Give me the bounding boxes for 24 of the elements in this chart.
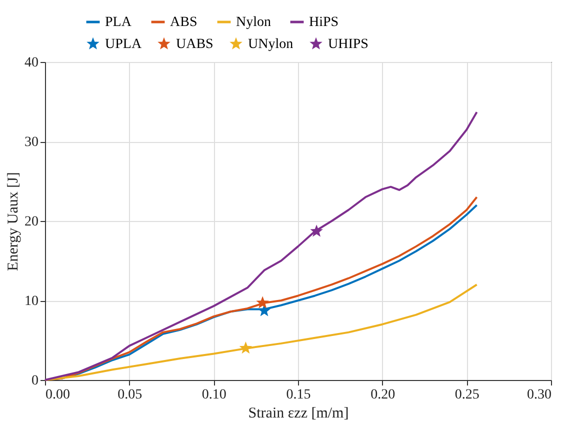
x-tick-label: 0.25 xyxy=(454,388,480,402)
y-tick-label: 30 xyxy=(24,135,38,150)
y-tick-label: 20 xyxy=(24,214,38,230)
legend-label: UNylon xyxy=(248,37,294,52)
legend-label: UABS xyxy=(176,37,214,52)
y-tick-label: 10 xyxy=(24,294,38,309)
line-series xyxy=(44,284,478,381)
y-tick-label: 40 xyxy=(24,56,38,70)
x-tick-label: 0.20 xyxy=(370,388,396,402)
x-tick-label: 0.30 xyxy=(527,388,552,402)
x-tick-label: 0.10 xyxy=(202,388,226,402)
legend-label: UPLA xyxy=(105,37,142,52)
x-tick-label: 0.00 xyxy=(46,388,70,402)
x-tick-label: 0.05 xyxy=(118,388,142,402)
legend-label: PLA xyxy=(105,15,132,30)
x-axis-title: Strain εzz [m/m] xyxy=(248,406,349,422)
line-series xyxy=(44,111,478,381)
x-tick-label: 0.15 xyxy=(286,388,311,402)
legend-label: ABS xyxy=(170,15,198,30)
y-tick-label: 0 xyxy=(32,374,38,388)
legend-label: UHIPS xyxy=(328,37,368,52)
legend-label: Nylon xyxy=(236,15,271,30)
y-axis-title: Energy Uaux [J] xyxy=(6,172,22,271)
legend-label: HiPS xyxy=(309,15,339,30)
